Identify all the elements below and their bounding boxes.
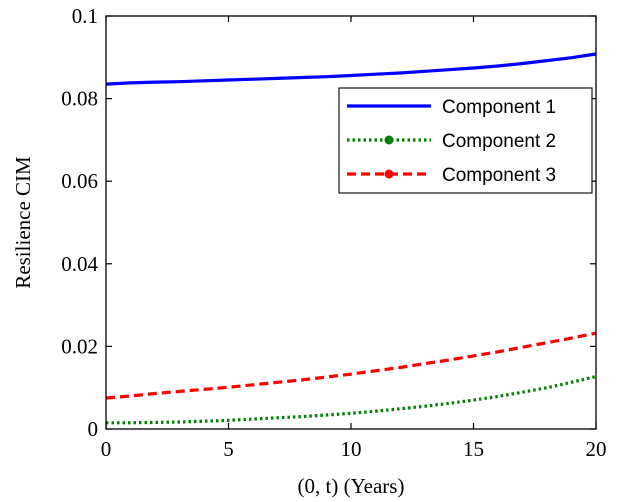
series-line-3 [105,331,597,400]
legend-marker-2 [384,135,394,145]
y-tick-label: 0.08 [61,87,98,111]
y-tick-label: 0 [88,417,99,441]
plot-lines [105,52,597,425]
x-tick-label: 15 [463,437,484,461]
legend-marker-3 [384,169,394,179]
y-tick-label: 0.02 [61,334,98,358]
y-axis-label: Resilience CIM [11,156,35,289]
x-tick-label: 10 [341,437,362,461]
legend-label-1: Component 1 [442,97,556,118]
legend: Component 1 Component 2 Component 3 [338,87,593,194]
legend-label-2: Component 2 [442,131,556,152]
plot-frame [105,15,597,430]
x-tick-label: 5 [223,437,234,461]
x-tick-label: 0 [101,437,112,461]
series-line-2 [106,374,597,425]
x-axis-label: (0, t) (Years) [298,474,405,498]
legend-label-3: Component 3 [442,165,556,186]
series-line-1 [105,52,597,86]
y-tick-label: 0.1 [72,4,98,28]
y-tick-label: 0.04 [61,252,98,276]
y-tick-label: 0.06 [61,169,98,193]
axis-ticks: 0 5 10 15 20 0 0.02 0.04 0.06 0.08 0.1 [61,4,606,461]
x-tick-label: 20 [586,437,607,461]
